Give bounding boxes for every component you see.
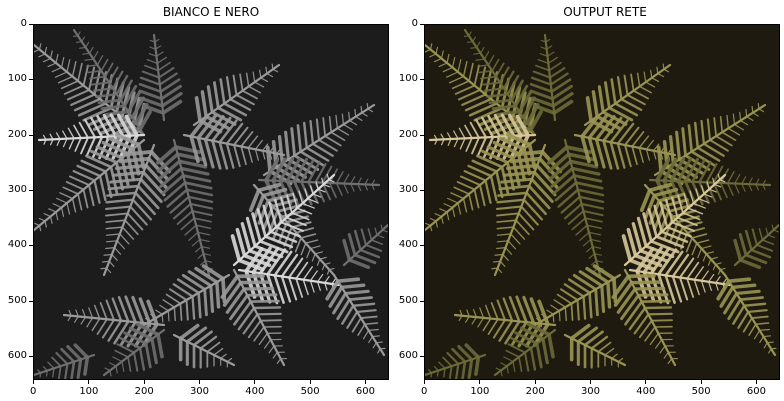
- y-tick: [29, 300, 33, 302]
- y-tick-label: 400: [398, 239, 418, 251]
- x-tick: [198, 380, 200, 384]
- fern-frond: [493, 322, 557, 377]
- fern-frond: [583, 63, 672, 134]
- fern-image-colorized: [425, 25, 779, 379]
- x-tick-label: 300: [189, 386, 210, 397]
- y-tick: [420, 189, 424, 191]
- fern-frond: [102, 322, 166, 377]
- fern-frond: [425, 343, 487, 379]
- fern-frond: [342, 223, 388, 270]
- fern-frond: [142, 264, 231, 328]
- x-tick: [700, 380, 702, 384]
- grayscale-image: [33, 24, 389, 380]
- x-tick-label: 200: [134, 386, 154, 397]
- fern-frond: [172, 323, 236, 369]
- x-tick: [479, 380, 481, 384]
- x-tick-label: 0: [30, 386, 37, 397]
- fern-frond: [248, 182, 336, 277]
- y-tick: [420, 245, 424, 247]
- x-tick: [589, 380, 591, 384]
- fern-frond: [230, 173, 336, 272]
- colorized-image: [424, 24, 780, 380]
- y-tick: [29, 245, 33, 247]
- panel-output-rete: OUTPUT RETE 0 100 200 300 400 500 600 0 100 200 30…: [392, 0, 784, 401]
- fern-frond: [563, 323, 627, 369]
- x-tick: [33, 380, 34, 384]
- fern-frond: [491, 143, 563, 277]
- fern-frond: [547, 138, 605, 277]
- x-tick: [424, 380, 425, 384]
- x-tick: [364, 380, 366, 384]
- y-tick: [420, 79, 424, 81]
- x-tick-label: 100: [470, 386, 490, 397]
- y-tick-label: 200: [398, 128, 418, 140]
- x-tick-label: 500: [300, 386, 320, 397]
- x-tick: [755, 380, 757, 384]
- y-tick-label: 500: [398, 294, 418, 306]
- y-tick-label: 600: [398, 349, 418, 361]
- fern-frond: [192, 63, 281, 134]
- y-tick: [29, 24, 33, 25]
- y-tick-label: 300: [7, 183, 27, 195]
- y-tick: [29, 79, 33, 81]
- y-tick-label: 400: [7, 239, 27, 251]
- y-tick: [29, 134, 33, 136]
- x-tick: [309, 380, 311, 384]
- fern-frond: [425, 132, 537, 232]
- fern-frond: [138, 33, 183, 122]
- y-tick-label: 200: [7, 128, 27, 140]
- fern-frond: [533, 264, 622, 328]
- fern-frond: [611, 268, 679, 367]
- panel-title: BIANCO E NERO: [162, 5, 260, 19]
- fern-frond: [529, 33, 574, 122]
- x-tick: [143, 380, 145, 384]
- panel-bianco-e-nero: BIANCO E NERO 0 100 200 300 400 500 600 0 100 200…: [7, 5, 389, 397]
- y-tick-label: 300: [398, 183, 418, 195]
- x-tick: [534, 380, 536, 384]
- fern-frond: [34, 343, 96, 379]
- y-tick-label: 0: [20, 18, 27, 29]
- x-tick-label: 600: [355, 386, 375, 397]
- y-tick: [29, 189, 33, 191]
- fern-image-grayscale: [34, 25, 388, 379]
- x-tick-label: 400: [636, 386, 656, 397]
- y-tick-label: 600: [7, 349, 27, 361]
- x-tick-label: 500: [691, 386, 711, 397]
- fern-frond: [453, 295, 557, 348]
- y-tick: [29, 355, 33, 357]
- x-tick-label: 300: [580, 386, 601, 397]
- fern-frond: [733, 223, 779, 270]
- x-tick-label: 600: [746, 386, 766, 397]
- y-tick: [420, 134, 424, 136]
- y-tick-label: 100: [398, 73, 418, 85]
- y-tick: [420, 300, 424, 302]
- y-tick: [420, 24, 424, 25]
- panel-title: OUTPUT RETE: [563, 5, 647, 19]
- x-tick-label: 0: [421, 386, 428, 397]
- y-tick-label: 0: [411, 18, 418, 29]
- y-tick: [420, 355, 424, 357]
- x-tick: [88, 380, 90, 384]
- y-tick-label: 500: [7, 294, 27, 306]
- x-tick-label: 400: [245, 386, 265, 397]
- fern-frond: [325, 273, 386, 357]
- x-tick: [645, 380, 647, 384]
- x-tick-label: 200: [525, 386, 545, 397]
- fern-frond: [428, 113, 537, 160]
- fern-frond: [716, 273, 777, 357]
- x-tick-label: 100: [79, 386, 99, 397]
- x-tick: [254, 380, 256, 384]
- y-tick-label: 100: [7, 73, 27, 85]
